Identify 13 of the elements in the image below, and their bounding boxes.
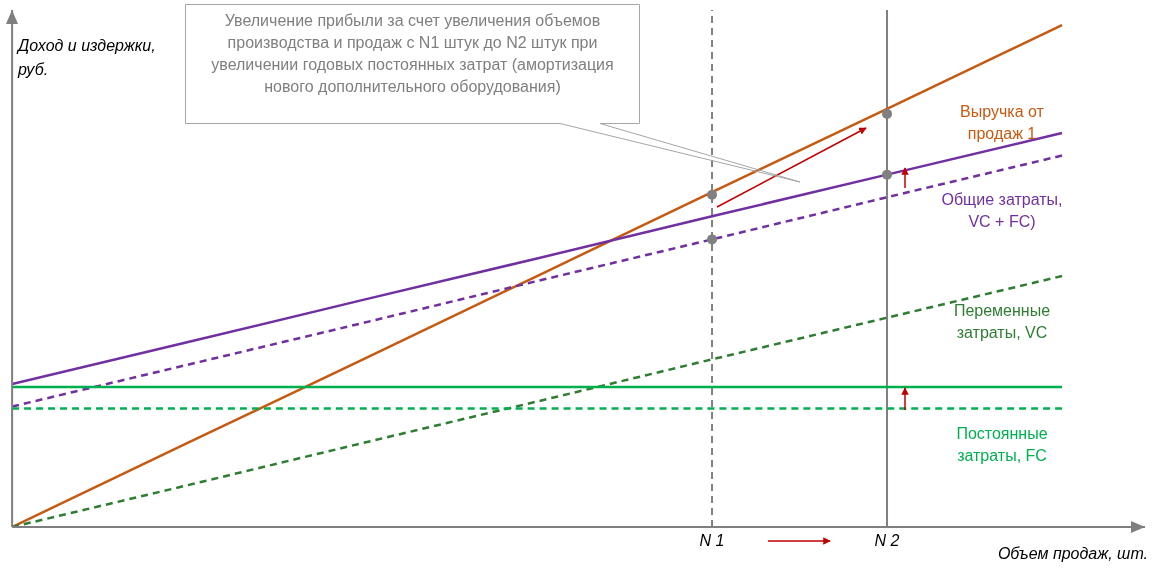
- series-label: Постоянные затраты, FC: [956, 424, 1048, 464]
- series-label: Выручка от продаж 1: [960, 103, 1045, 143]
- y-axis-title: Доход и издержки, руб.: [18, 36, 157, 80]
- point: [707, 234, 718, 245]
- x-tick-label: N 1: [699, 532, 725, 550]
- point: [882, 108, 893, 119]
- series-label: Переменные затраты, VC: [953, 302, 1051, 342]
- series-label: Общие затраты, VC + FC): [941, 190, 1063, 230]
- point: [707, 189, 718, 200]
- annotation: Увеличение прибыли за счет увеличения объемов производства и продаж с N1 штук до N2 штук при увеличении годовых постоянных затрат (амортизация нового дополнительного оборудования): [210, 11, 615, 97]
- point: [882, 169, 893, 180]
- x-axis-title: Объем продаж, шт.: [997, 545, 1148, 563]
- x-tick-label: N 2: [874, 532, 900, 550]
